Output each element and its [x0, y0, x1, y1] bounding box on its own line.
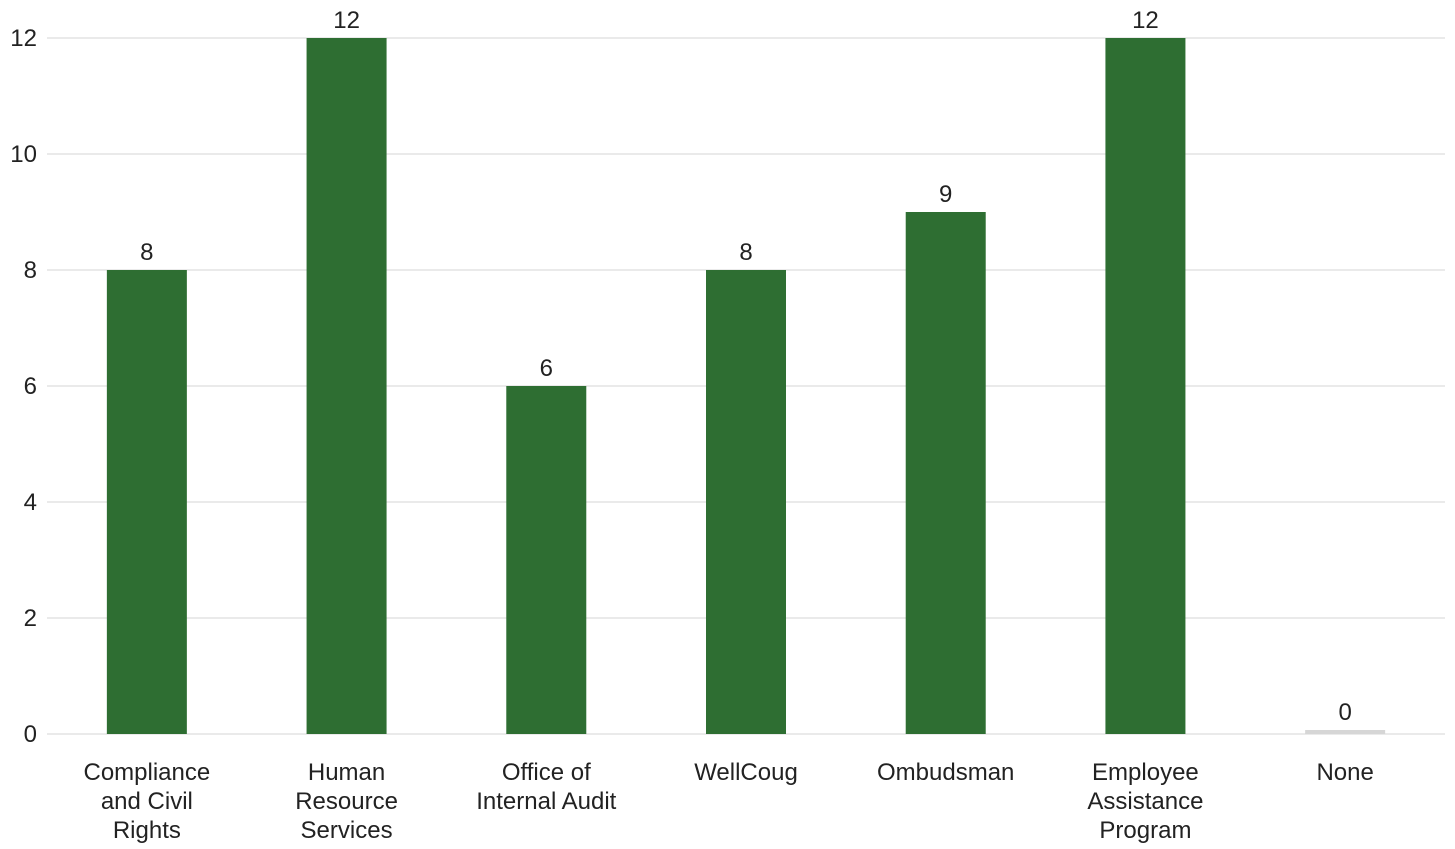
category-label: None [1316, 759, 1373, 786]
category-label: Rights [113, 817, 181, 844]
data-labels: 8 12 6 8 9 12 0 [140, 7, 1352, 726]
category-label: and Civil [101, 788, 193, 815]
category-label: Compliance [83, 759, 210, 786]
y-tick-label: 6 [24, 373, 37, 400]
y-tick-label: 0 [24, 721, 37, 748]
y-tick-label: 12 [10, 25, 37, 52]
category-label: Employee [1092, 759, 1199, 786]
data-label: 6 [540, 355, 553, 382]
y-tick-label: 4 [24, 489, 37, 516]
data-label: 8 [140, 239, 153, 266]
y-axis-ticks: 0 2 4 6 8 10 12 [10, 25, 37, 748]
bar [1305, 730, 1386, 734]
category-label: Assistance [1087, 788, 1203, 815]
y-tick-label: 8 [24, 257, 37, 284]
data-label: 0 [1338, 699, 1351, 726]
bar [905, 212, 986, 734]
data-label: 12 [1132, 7, 1159, 34]
bars [106, 38, 1386, 734]
bar [506, 386, 587, 734]
data-label: 8 [739, 239, 752, 266]
category-label: Resource [295, 788, 398, 815]
category-label: WellCoug [694, 759, 798, 786]
y-tick-label: 10 [10, 141, 37, 168]
category-label: Office of [502, 759, 591, 786]
bar [106, 270, 187, 734]
bar [306, 38, 387, 734]
y-tick-label: 2 [24, 605, 37, 632]
bar [1105, 38, 1186, 734]
bar [706, 270, 786, 734]
category-label: Program [1099, 817, 1191, 844]
category-label: Internal Audit [476, 788, 616, 815]
category-label: Human [308, 759, 385, 786]
category-label: Services [301, 817, 393, 844]
data-label: 9 [939, 181, 952, 208]
category-label: Ombudsman [877, 759, 1014, 786]
data-label: 12 [333, 7, 360, 34]
